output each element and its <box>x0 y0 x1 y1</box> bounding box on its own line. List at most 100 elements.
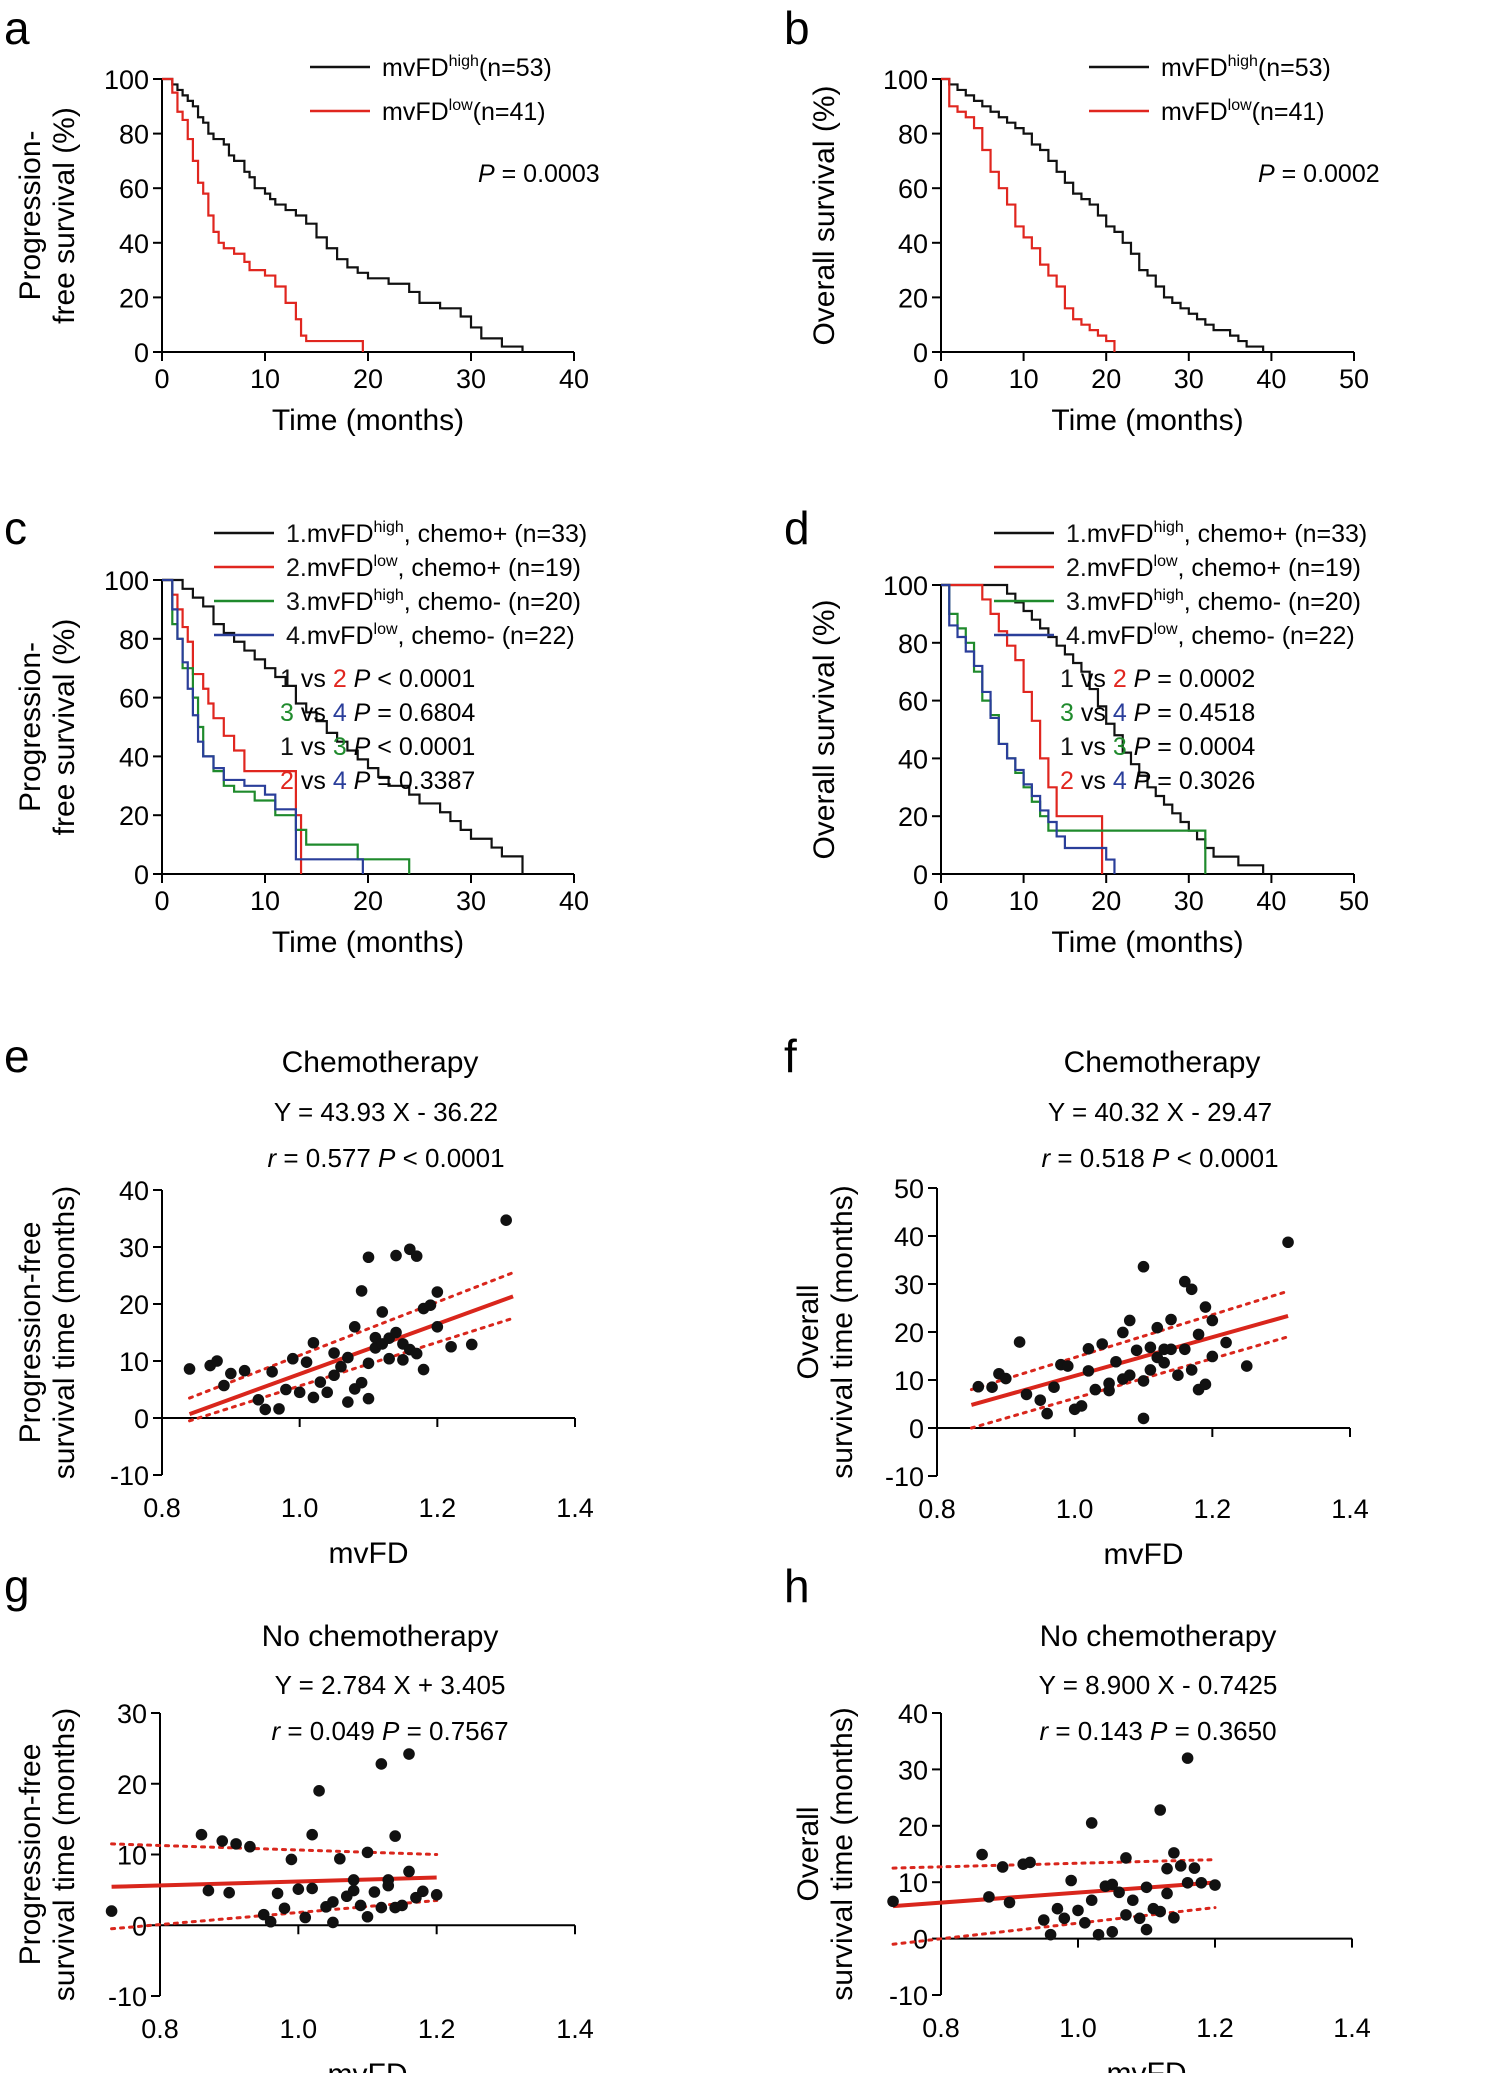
chart-f: -10 0 10 20 30 40 50 0.8 1.0 1.2 1.4 mvFD Overall sur… <box>792 1046 1369 1571</box>
data-point-e-37 <box>390 1249 402 1262</box>
data-point-f-7 <box>1034 1394 1047 1406</box>
data-point-e-44 <box>410 1250 423 1262</box>
data-point-e-22 <box>342 1396 354 1408</box>
y-tick-label-e: 40 <box>119 1176 149 1206</box>
data-point-h-15 <box>1085 1817 1098 1829</box>
data-point-e-51 <box>465 1338 478 1351</box>
legend-name: mvFD <box>382 98 449 126</box>
comparison-group-b: 3 <box>333 733 347 761</box>
data-point-f-20 <box>1110 1355 1122 1368</box>
data-point-g-26 <box>361 1910 374 1923</box>
survival-curve-a-1 <box>162 77 524 352</box>
data-point-e-11 <box>280 1383 292 1396</box>
comparison-group-a: 2 <box>280 767 294 795</box>
p-value-a: P = 0.0003 <box>478 160 600 188</box>
y-tick-label-e: 10 <box>119 1347 149 1377</box>
data-point-h-40 <box>1209 1879 1221 1891</box>
y-tick-label-f: 20 <box>894 1318 924 1348</box>
data-point-f-9 <box>1048 1381 1060 1393</box>
data-point-f-27 <box>1137 1375 1150 1387</box>
survival-curve-b-1 <box>941 77 1265 352</box>
y-tick-label-d: 20 <box>898 802 928 832</box>
legend-entry-d-3: 3.mvFDhigh, chemo- (n=20) <box>1066 587 1361 616</box>
ci-lower-e <box>188 1316 515 1423</box>
data-point-h-34 <box>1168 1911 1180 1924</box>
data-point-h-35 <box>1174 1860 1187 1872</box>
y-tick-label-d: 80 <box>898 629 928 659</box>
comparison-p-value: < 0.0001 <box>370 733 475 761</box>
data-point-f-25 <box>1130 1344 1143 1357</box>
data-point-f-19 <box>1103 1377 1115 1390</box>
x-tick-label-f: 0.8 <box>918 1494 956 1524</box>
y-axis-label-b: Overall survival (%) <box>808 85 841 345</box>
data-point-h-26 <box>1140 1923 1153 1936</box>
data-point-g-15 <box>306 1828 318 1841</box>
p-value-text: = 0.0003 <box>495 160 600 188</box>
data-point-e-7 <box>252 1393 265 1406</box>
data-point-e-1 <box>183 1363 196 1375</box>
comparison-p-italic: P <box>1134 767 1151 795</box>
x-tick-label-d: 0 <box>933 886 948 916</box>
p-italic: P <box>1152 1143 1170 1173</box>
comparison-d-4: 2 vs 4 P = 0.3026 <box>1060 767 1255 795</box>
r-italic: r <box>1039 1716 1049 1746</box>
legend-entry-b-2: mvFDlow(n=41) <box>1161 97 1325 126</box>
comparison-p-italic: P <box>354 733 371 761</box>
legend-number: 1. <box>286 520 307 548</box>
legend-entry-c-4: 4.mvFDlow, chemo- (n=22) <box>286 621 575 650</box>
data-point-e-16 <box>307 1391 320 1404</box>
data-point-e-10 <box>273 1403 285 1415</box>
legend-name: mvFD <box>307 520 374 548</box>
data-point-f-22 <box>1117 1326 1129 1339</box>
x-axis-label-h: mvFD <box>1107 2057 1187 2073</box>
comparison-gap <box>347 767 354 795</box>
legend-entry-c-3: 3.mvFDhigh, chemo- (n=20) <box>286 587 581 616</box>
y-tick-label-c: 100 <box>104 566 149 596</box>
data-point-f-37 <box>1172 1369 1184 1381</box>
y-tick-label-c: 60 <box>119 684 149 714</box>
comparison-p-value: = 0.6804 <box>370 699 475 727</box>
data-point-e-52 <box>500 1214 512 1227</box>
comparison-group-a: 1 <box>1060 665 1074 693</box>
ci-lower-f <box>969 1335 1290 1430</box>
comparison-d-1: 1 vs 2 P = 0.0002 <box>1060 665 1255 693</box>
chart-title-h: No chemotherapy <box>1040 1620 1277 1653</box>
legend-number: 2. <box>1066 554 1087 582</box>
legend-superscript: high <box>374 519 404 536</box>
comparison-p-italic: P <box>1134 699 1151 727</box>
legend-name: mvFD <box>1161 54 1228 82</box>
data-point-f-6 <box>1020 1388 1033 1401</box>
legend-number: 1. <box>1066 520 1087 548</box>
chart-e: -10 0 10 20 30 40 0.8 1.0 1.2 1.4 mvFD Progression-… <box>14 1046 594 1570</box>
data-point-f-48 <box>1220 1336 1232 1349</box>
data-point-h-3 <box>983 1891 995 1903</box>
data-point-f-29 <box>1144 1364 1157 1376</box>
x-tick-label-d: 20 <box>1091 886 1121 916</box>
regression-stats-e: r = 0.577 P < 0.0001 <box>267 1143 504 1173</box>
data-point-f-38 <box>1179 1343 1191 1356</box>
data-point-g-3 <box>202 1884 215 1897</box>
x-tick-label-b: 20 <box>1091 364 1121 394</box>
x-tick-label-e: 0.8 <box>143 1493 181 1523</box>
regression-equation-e: Y = 43.93 X - 36.22 <box>274 1097 498 1127</box>
comparison-p-italic: P <box>354 699 371 727</box>
legend-entry-c-2: 2.mvFDlow, chemo+ (n=19) <box>286 553 581 582</box>
data-point-h-14 <box>1079 1917 1091 1929</box>
p-value: = 0.7567 <box>399 1716 508 1746</box>
data-point-h-10 <box>1051 1902 1064 1915</box>
data-point-e-35 <box>383 1352 395 1365</box>
x-tick-label-d: 10 <box>1009 886 1039 916</box>
legend-name: mvFD <box>382 54 449 82</box>
y-tick-label-b: 20 <box>898 283 928 313</box>
legend-name: mvFD <box>1087 622 1154 650</box>
r-italic: r <box>1041 1143 1051 1173</box>
y-tick-label-h: 30 <box>898 1755 928 1785</box>
p-value-b: P = 0.0002 <box>1258 160 1380 188</box>
x-axis-label-a: Time (months) <box>272 404 464 437</box>
data-point-e-25 <box>348 1321 361 1333</box>
y-tick-label-h: 40 <box>898 1699 928 1729</box>
data-point-e-20 <box>328 1347 340 1359</box>
data-point-h-9 <box>1044 1928 1057 1941</box>
data-point-g-23 <box>347 1874 360 1886</box>
x-tick-label-a: 10 <box>250 364 280 394</box>
